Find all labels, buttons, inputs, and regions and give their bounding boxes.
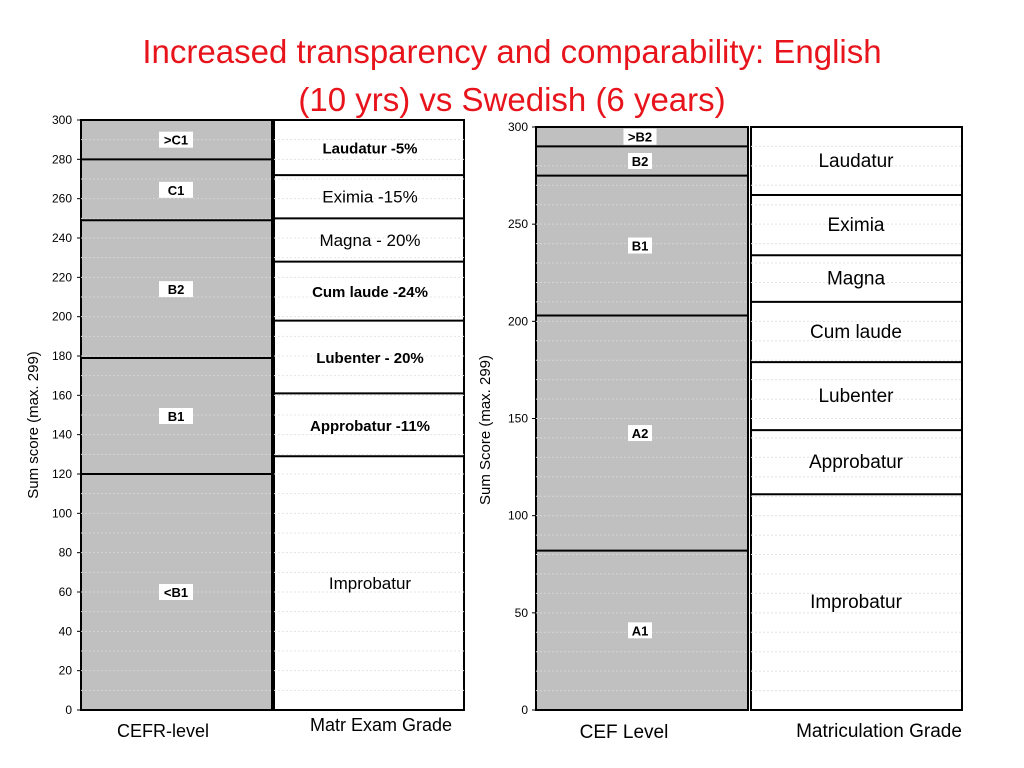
slide-title: Increased transparency and comparability…: [0, 28, 1024, 124]
cefr-level-label-box: [159, 131, 193, 148]
cefr-level-label-box: [628, 153, 652, 170]
y-tick-label: 20: [59, 664, 73, 678]
cefr-level-label-box: [628, 622, 652, 639]
y-tick-label: 60: [59, 585, 73, 599]
grade-label: Cum laude -24%: [312, 284, 428, 301]
y-tick-label: 240: [52, 231, 72, 245]
cefr-level-label: >B2: [628, 130, 652, 145]
chart-2: 0 50 100 150 200 250 300 Sum Score (max. 299) A1…: [477, 120, 963, 743]
y-tick-label: 220: [52, 270, 72, 284]
y-tick-label: 140: [52, 428, 72, 442]
cefr-level-label: <B1: [164, 585, 188, 600]
grade-label: Magna: [827, 269, 886, 290]
cefr-level-label-box: [628, 237, 652, 254]
y-tick-label: 180: [52, 349, 72, 363]
grade-label: Approbatur: [809, 452, 904, 473]
cefr-level-label-box: [159, 181, 193, 198]
cefr-level-label: C1: [168, 183, 185, 198]
slide-title-line2: (10 yrs) vs Swedish (6 years): [298, 81, 726, 118]
cefr-level-label: A2: [632, 426, 649, 441]
grade-label: Lubenter - 20%: [316, 350, 424, 367]
grade-label: Eximia -15%: [322, 188, 417, 207]
y-tick-label: 200: [508, 314, 528, 328]
y-tick-label: 250: [508, 217, 528, 231]
category-label: CEF Level: [580, 722, 669, 743]
category-label: Matriculation Grade: [796, 721, 962, 742]
grade-label: Magna - 20%: [319, 231, 420, 250]
y-tick-label: 120: [52, 467, 72, 481]
y-axis-title: Sum Score (max. 299): [477, 355, 494, 505]
y-tick-label: 80: [59, 546, 73, 560]
y-tick-label: 160: [52, 388, 72, 402]
grade-label: Improbatur: [329, 574, 412, 593]
cefr-level-label: B1: [168, 409, 185, 424]
y-tick-label: 40: [59, 624, 73, 638]
category-label: Matr Exam Grade: [310, 715, 452, 735]
y-tick-label: 100: [52, 506, 72, 520]
cefr-level-label: B1: [632, 239, 649, 254]
grade-label: Eximia: [827, 215, 884, 236]
y-tick-label: 0: [521, 703, 528, 717]
chart-1: 0 20 40 60 80 100 120 140 160 180 200 220 240 260 280 3…: [25, 113, 465, 741]
cefr-level-label: B2: [168, 282, 185, 297]
grade-label: Lubenter: [818, 386, 894, 407]
slide-title-line1: Increased transparency and comparability…: [142, 33, 882, 70]
y-tick-label: 150: [508, 412, 528, 426]
y-tick-label: 100: [508, 509, 528, 523]
grade-label: Improbatur: [810, 592, 903, 613]
grade-label: Cum laude: [810, 322, 902, 343]
category-label: CEFR-level: [117, 721, 209, 741]
grade-label: Approbatur -11%: [310, 418, 430, 435]
y-tick-label: 0: [65, 703, 72, 717]
cefr-level-label: A1: [632, 623, 649, 638]
cefr-level-label-box: [159, 281, 193, 298]
y-axis-title: Sum score (max. 299): [25, 351, 42, 499]
cefr-level-label: >C1: [164, 133, 188, 148]
cefr-level-label-box: [628, 425, 652, 442]
cefr-level-label: B2: [632, 154, 649, 169]
grade-label: Laudatur: [818, 151, 894, 172]
grade-label: Laudatur -5%: [322, 141, 417, 158]
y-tick-label: 200: [52, 310, 72, 324]
y-tick-label: 280: [52, 152, 72, 166]
y-tick-label: 260: [52, 192, 72, 206]
y-tick-label: 300: [52, 113, 72, 127]
cefr-level-label-box: [159, 407, 193, 424]
cefr-level-label-box: [159, 584, 193, 600]
y-tick-label: 300: [508, 120, 528, 134]
y-tick-label: 50: [515, 606, 529, 620]
cefr-level-label-box: [623, 128, 657, 145]
